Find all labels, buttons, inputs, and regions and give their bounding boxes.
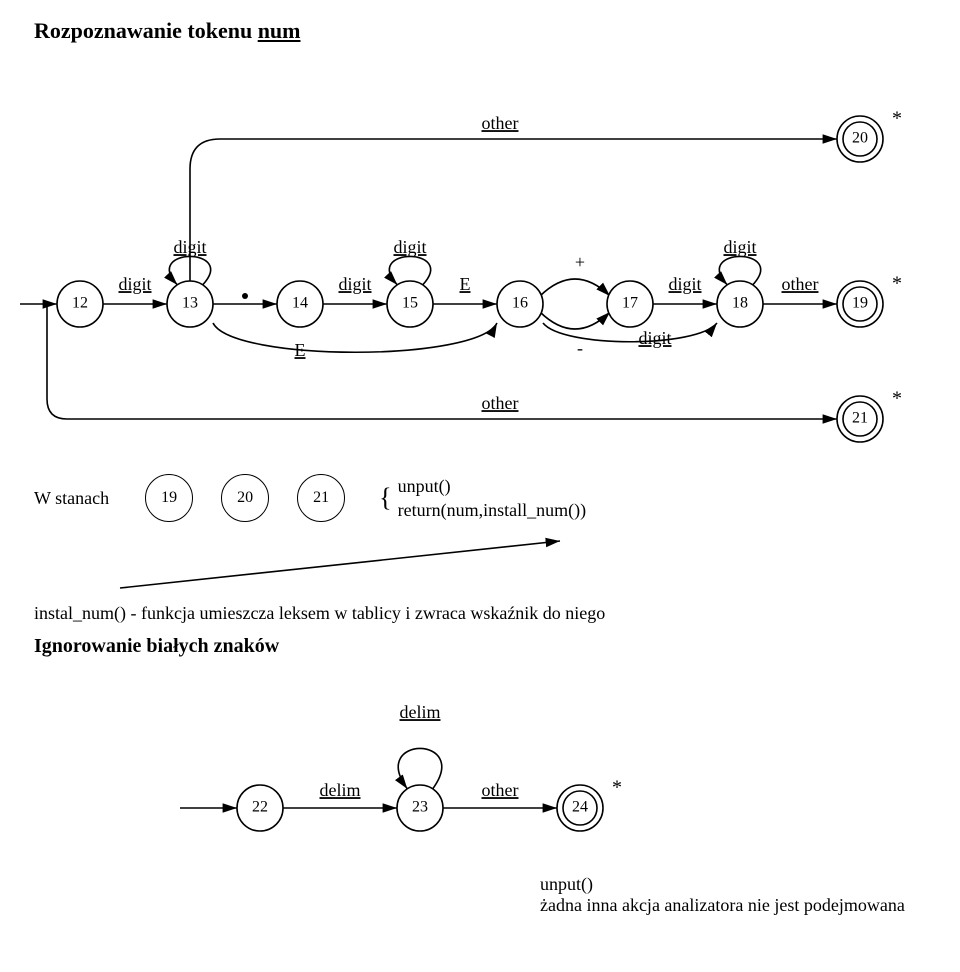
svg-text:digit: digit (668, 274, 701, 294)
svg-text:other: other (482, 393, 519, 413)
wstan-action-2: return(num,install_num()) (398, 500, 586, 520)
after-delim-l2: żadna inna akcja analizatora nie jest po… (540, 895, 905, 915)
svg-text:21: 21 (852, 410, 868, 427)
svg-text:*: * (892, 388, 902, 410)
wstan-state-21: 21 (297, 474, 345, 522)
svg-text:*: * (612, 776, 622, 798)
svg-text:20: 20 (852, 130, 868, 147)
diagram-num-wrap: digitdigitEdigitotherdigitdigitdigitEdig… (0, 44, 960, 444)
brace-icon: { (359, 483, 397, 513)
svg-text:digit: digit (638, 328, 671, 348)
explain-arrow (0, 533, 930, 593)
page-title: Rozpoznawanie tokenu num (0, 0, 960, 44)
svg-text:19: 19 (852, 295, 868, 312)
wstan-state-20: 20 (221, 474, 269, 522)
explain-line: instal_num() - funkcja umieszcza leksem … (0, 593, 960, 624)
svg-text:delim: delim (320, 780, 361, 800)
diagram-delim: delim other delim 22 23 24 * (0, 668, 930, 868)
svg-text:24: 24 (572, 798, 588, 815)
wstan-label: W stanach (34, 488, 131, 509)
wstan-row: W stanach 19 20 21 { unput() return(num,… (0, 444, 960, 533)
svg-text:other: other (482, 113, 519, 133)
svg-text:23: 23 (412, 798, 428, 815)
diagram-num: digitdigitEdigitotherdigitdigitdigitEdig… (0, 54, 930, 444)
svg-text:17: 17 (622, 295, 638, 312)
svg-text:E: E (460, 274, 471, 294)
diagram-delim-wrap: delim other delim 22 23 24 * (0, 658, 960, 868)
svg-text:other: other (482, 780, 519, 800)
svg-text:digit: digit (118, 274, 151, 294)
wstan-actions: unput() return(num,install_num()) (398, 474, 586, 523)
svg-text:delim: delim (400, 702, 441, 722)
svg-text:12: 12 (72, 295, 88, 312)
svg-text:+: + (575, 252, 585, 272)
wstan-action-1: unput() (398, 476, 451, 496)
section2-title: Ignorowanie białych znaków (0, 623, 960, 658)
svg-text:digit: digit (338, 274, 371, 294)
after-delim-block: unput() żadna inna akcja analizatora nie… (0, 868, 960, 916)
svg-text:digit: digit (393, 237, 426, 257)
svg-text:16: 16 (512, 295, 528, 312)
svg-text:-: - (577, 338, 583, 358)
title-token: num (258, 18, 301, 43)
title-prefix: Rozpoznawanie tokenu (34, 18, 258, 43)
svg-text:13: 13 (182, 295, 198, 312)
svg-text:digit: digit (723, 237, 756, 257)
svg-text:15: 15 (402, 295, 418, 312)
svg-text:18: 18 (732, 295, 748, 312)
wstan-state-19: 19 (145, 474, 193, 522)
svg-text:14: 14 (292, 295, 308, 312)
svg-text:22: 22 (252, 798, 268, 815)
svg-text:*: * (892, 108, 902, 130)
after-delim-l1: unput() (540, 874, 593, 894)
svg-text:*: * (892, 273, 902, 295)
explain-wrap: instal_num() - funkcja umieszcza leksem … (0, 533, 960, 623)
svg-text:E: E (295, 340, 306, 360)
svg-text:other: other (782, 274, 819, 294)
